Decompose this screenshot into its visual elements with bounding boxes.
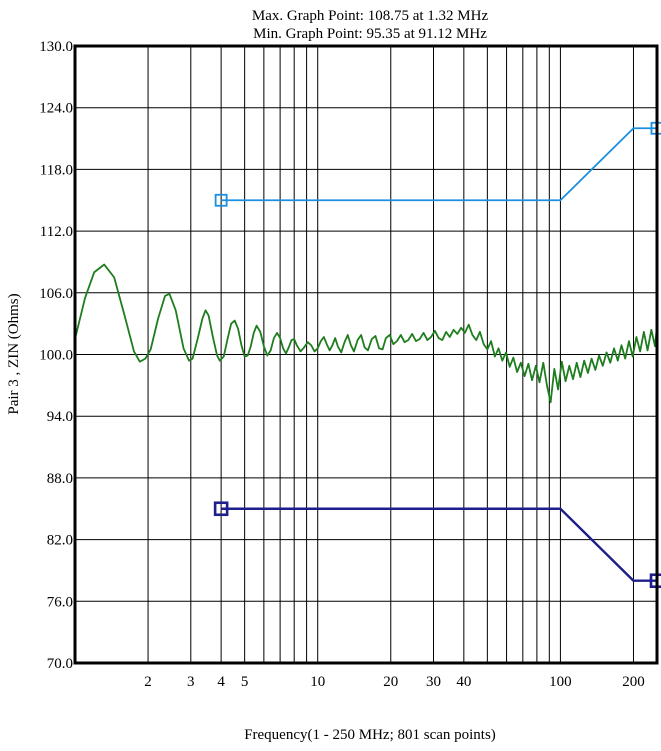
impedance-trace (74, 263, 658, 404)
y-tick-label: 88.0 (47, 471, 73, 487)
y-tick-label: 106.0 (39, 286, 73, 302)
x-tick-label: 20 (383, 674, 398, 690)
y-tick-label: 70.0 (47, 656, 73, 672)
x-tick-label: 30 (426, 674, 441, 690)
x-axis-label: Frequency(1 - 250 MHz; 801 scan points) (244, 727, 496, 743)
grid-lines (75, 45, 657, 664)
y-tick-label: 94.0 (47, 409, 73, 425)
x-tick-label: 200 (622, 674, 645, 690)
lower-limit-line (221, 507, 657, 582)
chart-title-line-2: Min. Graph Point: 95.35 at 91.12 MHz (253, 26, 487, 42)
x-tick-label: 10 (310, 674, 325, 690)
x-tick-label: 5 (241, 674, 249, 690)
x-tick-label: 100 (549, 674, 572, 690)
y-tick-label: 82.0 (47, 533, 73, 549)
plot-frame (73, 44, 659, 665)
x-tick-label: 3 (187, 674, 195, 690)
upper-limit-marker (214, 193, 228, 207)
x-tick-label: 40 (456, 674, 471, 690)
chart-title-line-1: Max. Graph Point: 108.75 at 1.32 MHz (252, 8, 489, 24)
y-tick-label: 100.0 (39, 348, 73, 364)
x-tick-label: 2 (144, 674, 152, 690)
y-axis-label: Pair 3 , ZIN (Ohms) (6, 293, 22, 414)
y-tick-label: 118.0 (40, 162, 73, 178)
y-axis-ticks: 70.0 76.0 82.0 88.0 94.0 100.0 106.0 112.0 118.0… (39, 39, 73, 672)
x-axis-ticks: 2 3 4 5 10 20 30 40 100 200 (144, 674, 644, 690)
y-tick-label: 76.0 (47, 594, 73, 610)
y-tick-label: 130.0 (39, 39, 73, 55)
y-tick-label: 124.0 (39, 101, 73, 117)
lower-limit-marker (213, 501, 229, 517)
y-tick-label: 112.0 (40, 224, 73, 240)
x-tick-label: 4 (217, 674, 225, 690)
upper-limit-line (221, 127, 657, 202)
